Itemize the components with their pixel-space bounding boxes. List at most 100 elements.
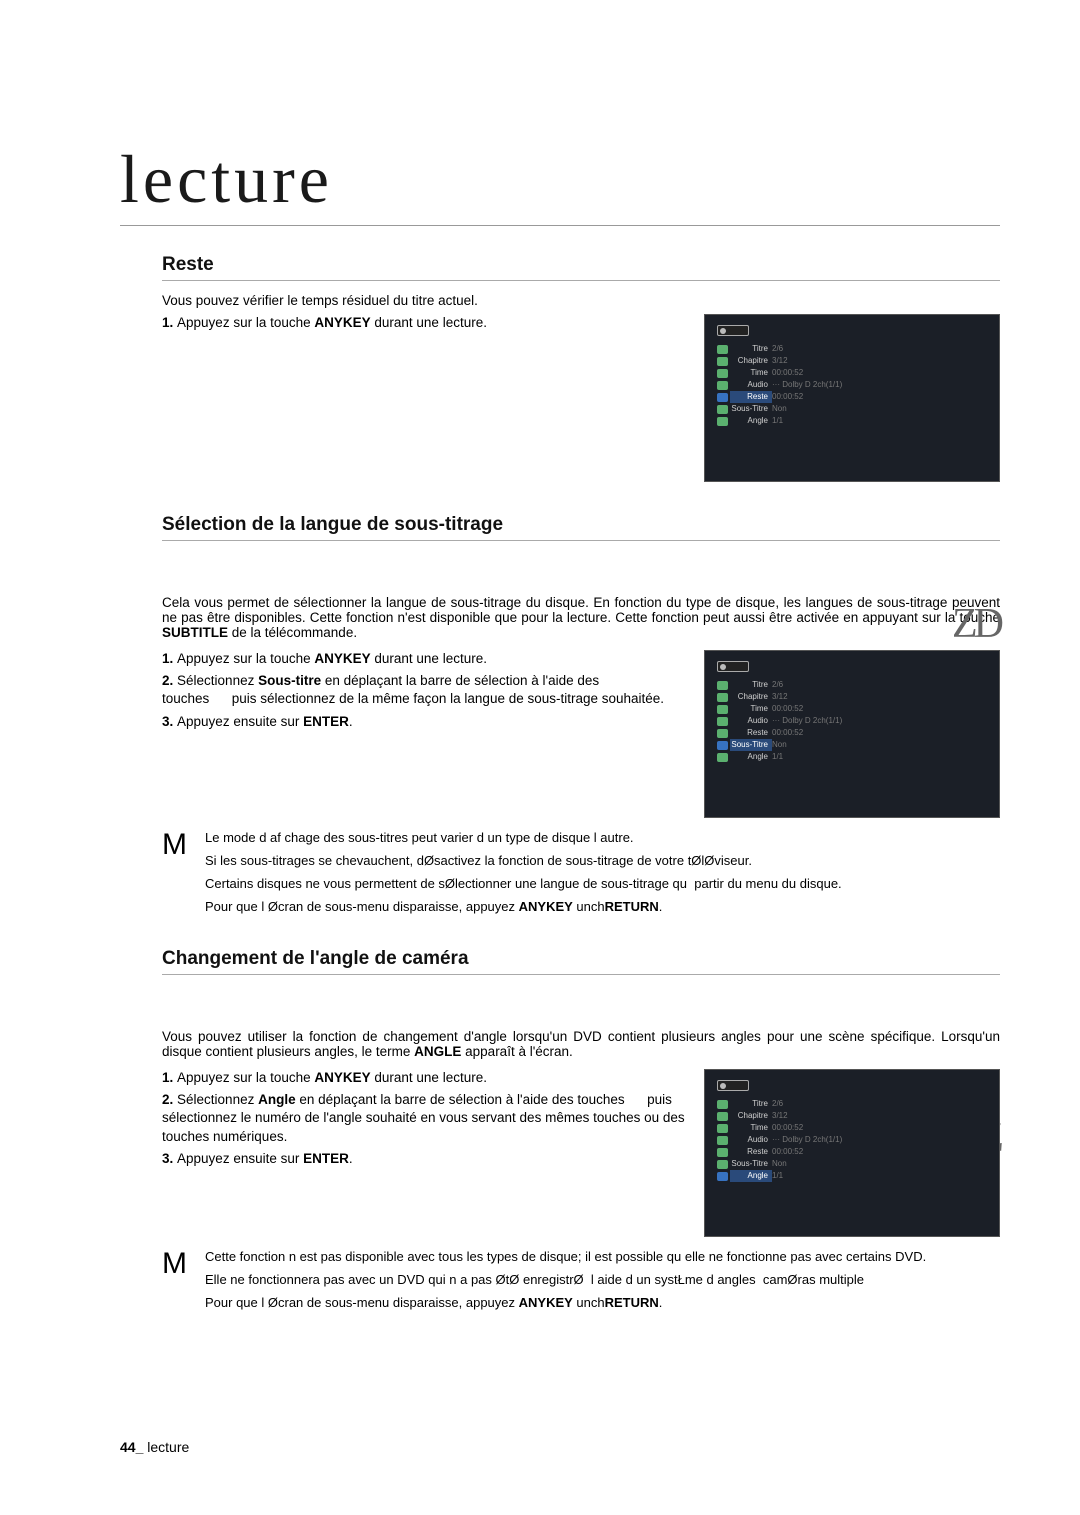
osd-row: Titre2/6	[717, 343, 877, 355]
step-item: Appuyez sur la touche ANYKEY durant une …	[162, 314, 686, 332]
osd-row-icon	[717, 417, 728, 426]
osd-row-label: Audio	[730, 715, 772, 727]
osd-row-icon	[717, 1160, 728, 1169]
osd-row-icon	[717, 405, 728, 414]
note-item: Elle ne fonctionnera pas avec un DVD qui…	[205, 1272, 1000, 1287]
osd-row: Titre2/6	[717, 1098, 877, 1110]
page-footer: 44_ lecture	[120, 1439, 189, 1455]
osd-row-value: 3/12	[772, 691, 788, 703]
heading-reste: Reste	[162, 254, 1000, 281]
osd-row-value: 00:00:52	[772, 367, 803, 379]
osd-row-label: Titre	[730, 679, 772, 691]
dvd-badge-icon	[717, 661, 749, 672]
steps-angle: Appuyez sur la touche ANYKEY durant une …	[162, 1069, 686, 1168]
osd-row: Reste00:00:52	[717, 391, 877, 403]
osd-row-icon	[717, 729, 728, 738]
osd-row-value: 2/6	[772, 679, 783, 691]
osd-row-label: Sous-Titre	[730, 403, 772, 415]
osd-row-value: 00:00:52	[772, 391, 803, 403]
note-lines-subtitle: Le mode d af chage des sous-titres peut …	[205, 830, 1000, 922]
osd-row-label: Audio	[730, 379, 772, 391]
osd-row-icon	[717, 1148, 728, 1157]
osd-row-icon	[717, 717, 728, 726]
osd-row: Angle1/1	[717, 1170, 877, 1182]
osd-menu: Titre2/6Chapitre3/12Time00:00:52Audio···…	[717, 343, 877, 427]
osd-row-value: 3/12	[772, 355, 788, 367]
osd-row-label: Audio	[730, 1134, 772, 1146]
note-icon: M	[162, 1249, 187, 1318]
osd-row-icon	[717, 369, 728, 378]
intro-subtitle: Cela vous permet de sélectionner la lang…	[162, 595, 1000, 640]
osd-row-icon	[717, 1112, 728, 1121]
note-item: Si les sous-titrages se chevauchent, dØs…	[205, 853, 1000, 868]
osd-row-icon	[717, 357, 728, 366]
osd-row-label: Chapitre	[730, 355, 772, 367]
osd-row-icon	[717, 393, 728, 402]
note-item: Cette fonction n est pas disponible avec…	[205, 1249, 1000, 1264]
dvd-badge-icon	[717, 1080, 749, 1091]
osd-row-label: Titre	[730, 1098, 772, 1110]
osd-screenshot-subtitle: Titre2/6Chapitre3/12Time00:00:52Audio···…	[704, 650, 1000, 818]
osd-row: Sous-TitreNon	[717, 739, 877, 751]
heading-subtitle: Sélection de la langue de sous-titrage	[162, 514, 1000, 541]
osd-row-label: Angle	[730, 415, 772, 427]
heading-angle: Changement de l'angle de caméra	[162, 948, 1000, 975]
osd-row-value: 00:00:52	[772, 1146, 803, 1158]
osd-row: Chapitre3/12	[717, 691, 877, 703]
chapter-title: lecture	[120, 140, 1000, 226]
intro-angle: Vous pouvez utiliser la fonction de chan…	[162, 1029, 1000, 1059]
osd-row: Chapitre3/12	[717, 355, 877, 367]
osd-row: Reste00:00:52	[717, 727, 877, 739]
osd-row: Time00:00:52	[717, 1122, 877, 1134]
steps-subtitle: Appuyez sur la touche ANYKEY durant une …	[162, 650, 686, 731]
note-item: Pour que l Øcran de sous-menu disparaiss…	[205, 899, 1000, 914]
osd-row-icon	[717, 705, 728, 714]
intro-reste: Vous pouvez vérifier le temps résiduel d…	[162, 293, 1000, 308]
osd-row-value: 00:00:52	[772, 727, 803, 739]
osd-row-icon	[717, 1100, 728, 1109]
section-subtitle: Sélection de la langue de sous-titrage Z…	[120, 514, 1000, 922]
osd-row-label: Angle	[730, 1170, 772, 1182]
osd-row-icon	[717, 381, 728, 390]
note-block-angle: M Cette fonction n est pas disponible av…	[162, 1249, 1000, 1318]
note-item: Pour que l Øcran de sous-menu disparaiss…	[205, 1295, 1000, 1310]
step-item: Sélectionnez Angle en déplaçant la barre…	[162, 1091, 686, 1146]
osd-row: Chapitre3/12	[717, 1110, 877, 1122]
osd-row-label: Sous-Titre	[730, 739, 772, 751]
osd-row-label: Titre	[730, 343, 772, 355]
dvd-badge-icon	[717, 325, 749, 336]
osd-row-label: Chapitre	[730, 1110, 772, 1122]
osd-row-value: 1/1	[772, 751, 783, 763]
osd-row-value: 2/6	[772, 343, 783, 355]
osd-row-icon	[717, 681, 728, 690]
step-item: Appuyez sur la touche ANYKEY durant une …	[162, 650, 686, 668]
osd-row-icon	[717, 345, 728, 354]
osd-row-value: ··· Dolby D 2ch(1/1)	[772, 379, 842, 391]
osd-row-label: Reste	[730, 1146, 772, 1158]
steps-reste: Appuyez sur la touche ANYKEY durant une …	[162, 314, 686, 332]
note-item: Certains disques ne vous permettent de s…	[205, 876, 1000, 891]
section-angle: Changement de l'angle de caméra Z Vous p…	[120, 948, 1000, 1318]
osd-row-value: Non	[772, 403, 787, 415]
osd-row-icon	[717, 1136, 728, 1145]
osd-row-icon	[717, 741, 728, 750]
note-lines-angle: Cette fonction n est pas disponible avec…	[205, 1249, 1000, 1318]
osd-row-label: Reste	[730, 391, 772, 403]
osd-row-value: 00:00:52	[772, 1122, 803, 1134]
osd-row-value: ··· Dolby D 2ch(1/1)	[772, 1134, 842, 1146]
osd-row-value: 00:00:52	[772, 703, 803, 715]
osd-row-icon	[717, 753, 728, 762]
step-item: Sélectionnez Sous-titre en déplaçant la …	[162, 672, 686, 708]
osd-row-label: Sous-Titre	[730, 1158, 772, 1170]
osd-screenshot-angle: Titre2/6Chapitre3/12Time00:00:52Audio···…	[704, 1069, 1000, 1237]
osd-row-value: Non	[772, 739, 787, 751]
osd-row: Audio··· Dolby D 2ch(1/1)	[717, 715, 877, 727]
footer-word: lecture	[147, 1439, 189, 1455]
osd-row: Audio··· Dolby D 2ch(1/1)	[717, 1134, 877, 1146]
osd-row-label: Time	[730, 703, 772, 715]
osd-menu: Titre2/6Chapitre3/12Time00:00:52Audio···…	[717, 1098, 877, 1182]
osd-row: Time00:00:52	[717, 703, 877, 715]
osd-row-value: ··· Dolby D 2ch(1/1)	[772, 715, 842, 727]
osd-menu: Titre2/6Chapitre3/12Time00:00:52Audio···…	[717, 679, 877, 763]
osd-row-value: 1/1	[772, 1170, 783, 1182]
